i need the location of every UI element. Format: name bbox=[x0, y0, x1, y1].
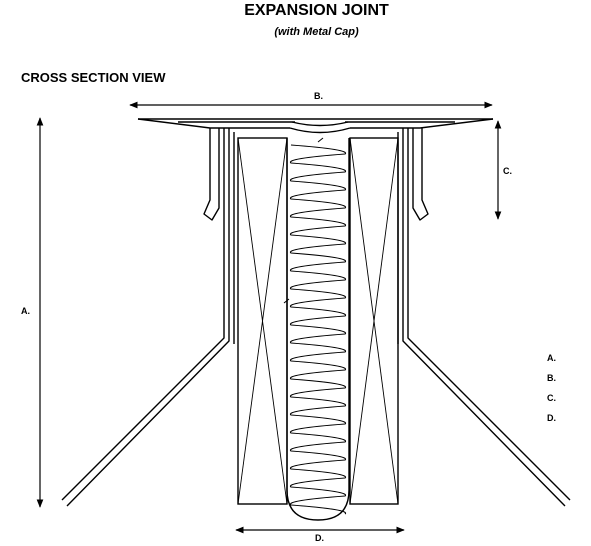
legend-item-a: A. bbox=[547, 353, 556, 363]
legend-item-c: C. bbox=[547, 393, 556, 403]
right-flashing bbox=[397, 128, 571, 507]
metal-cap bbox=[137, 118, 494, 134]
diagram-subtitle: (with Metal Cap) bbox=[274, 26, 359, 38]
tick-marks bbox=[283, 137, 324, 304]
right-foam-board bbox=[349, 137, 399, 505]
legend-item-d: D. bbox=[547, 413, 556, 423]
legend-item-b: B. bbox=[547, 373, 556, 383]
dimension-c-label: C. bbox=[503, 166, 512, 176]
diagram-title: EXPANSION JOINT bbox=[244, 2, 389, 19]
dimension-d-label: D. bbox=[315, 533, 324, 543]
dimension-b-label: B. bbox=[314, 91, 323, 101]
insulation-core bbox=[286, 138, 350, 521]
left-flashing bbox=[61, 128, 235, 507]
section-label: CROSS SECTION VIEW bbox=[21, 70, 166, 85]
left-foam-board bbox=[237, 137, 288, 505]
dimension-a-label: A. bbox=[21, 306, 30, 316]
